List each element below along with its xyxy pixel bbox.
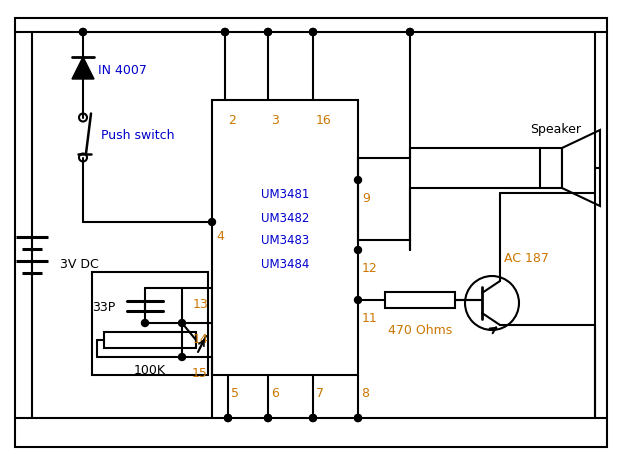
Circle shape	[309, 29, 317, 36]
Circle shape	[265, 414, 271, 421]
Polygon shape	[562, 130, 600, 206]
Circle shape	[407, 29, 414, 36]
Text: 470 Ohms: 470 Ohms	[388, 324, 452, 337]
Text: 13: 13	[193, 298, 208, 311]
Bar	[104, 332, 196, 348]
Circle shape	[309, 414, 317, 421]
Bar	[212, 100, 358, 375]
Circle shape	[178, 320, 186, 327]
Text: IN 4007: IN 4007	[98, 63, 147, 77]
Circle shape	[309, 414, 317, 421]
Bar	[92, 272, 208, 375]
Circle shape	[178, 353, 186, 360]
Circle shape	[265, 414, 271, 421]
Polygon shape	[72, 57, 94, 79]
Circle shape	[355, 297, 361, 304]
Text: 2: 2	[228, 114, 236, 127]
Text: UM3484: UM3484	[261, 257, 309, 270]
Circle shape	[265, 29, 271, 36]
Text: 33P: 33P	[92, 301, 115, 314]
Circle shape	[209, 219, 215, 225]
Text: 3V DC: 3V DC	[60, 259, 99, 272]
Circle shape	[355, 176, 361, 183]
Text: 11: 11	[362, 312, 378, 325]
Text: 16: 16	[316, 114, 332, 127]
Text: 8: 8	[361, 387, 369, 400]
Text: 5: 5	[231, 387, 239, 400]
Text: 6: 6	[271, 387, 279, 400]
Text: UM3481: UM3481	[261, 188, 309, 201]
Circle shape	[225, 414, 232, 421]
Text: Push switch: Push switch	[101, 129, 175, 142]
Circle shape	[222, 29, 229, 36]
Circle shape	[142, 320, 148, 327]
Text: 15: 15	[192, 367, 208, 380]
Circle shape	[222, 29, 229, 36]
Circle shape	[355, 414, 361, 421]
Text: 14: 14	[193, 333, 208, 346]
Bar	[385, 292, 455, 308]
Circle shape	[355, 247, 361, 254]
Text: UM3483: UM3483	[261, 235, 309, 248]
Text: 4: 4	[216, 230, 224, 243]
Circle shape	[79, 29, 86, 36]
Text: UM3482: UM3482	[261, 212, 309, 225]
Text: 9: 9	[362, 192, 370, 205]
Circle shape	[355, 414, 361, 421]
Circle shape	[309, 29, 317, 36]
Circle shape	[79, 29, 86, 36]
Text: 3: 3	[271, 114, 279, 127]
Circle shape	[225, 414, 232, 421]
Text: Speaker: Speaker	[530, 123, 581, 136]
Text: 12: 12	[362, 262, 378, 275]
Circle shape	[265, 29, 271, 36]
Bar	[540, 148, 562, 188]
Bar	[358, 158, 410, 240]
Text: 7: 7	[316, 387, 324, 400]
Text: 100K: 100K	[134, 364, 166, 377]
Circle shape	[407, 29, 414, 36]
Text: AC 187: AC 187	[504, 252, 549, 265]
